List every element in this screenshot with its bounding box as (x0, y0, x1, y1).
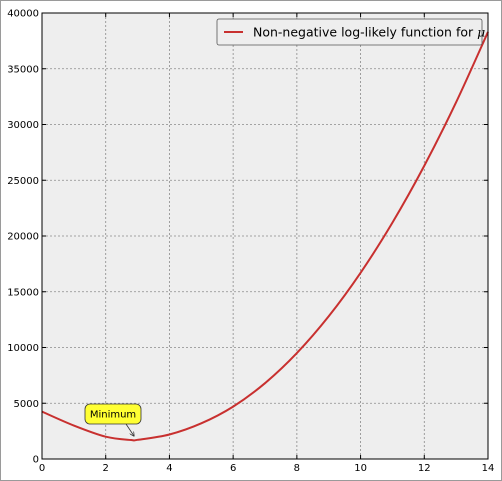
series-line (41, 31, 489, 442)
annotation-arrow (125, 423, 134, 436)
x-tick-label: 0 (39, 463, 45, 474)
annotation: Minimum (84, 403, 142, 436)
x-axis-tick-labels: 0 2 4 6 8 10 12 14 (39, 463, 495, 474)
legend-label-symbol: μ (477, 25, 485, 40)
y-tick-label: 15000 (7, 287, 39, 298)
y-tick-label: 5000 (14, 399, 39, 410)
x-tick-label: 14 (482, 463, 495, 474)
annotation-box (84, 403, 142, 425)
x-tick-label: 10 (354, 463, 367, 474)
legend: Non-negative log-likely function for μ (216, 18, 485, 46)
y-tick-label: 0 (33, 455, 39, 466)
y-tick-label: 30000 (7, 120, 39, 131)
plot-area (42, 13, 488, 459)
y-tick-label: 40000 (7, 9, 39, 20)
x-tick-label: 12 (418, 463, 431, 474)
legend-label: Non-negative log-likely function for μ (253, 25, 485, 40)
x-tick-label: 6 (230, 463, 236, 474)
y-tick-label: 25000 (7, 176, 39, 187)
tick-marks (41, 12, 489, 460)
y-axis-tick-labels: 0 5000 10000 15000 20000 25000 30000 35000 40000 (7, 9, 39, 466)
legend-label-text: Non-negative log-likely function for (253, 25, 474, 40)
series-group (41, 31, 489, 442)
x-tick-label: 8 (294, 463, 300, 474)
legend-box (216, 18, 483, 46)
annotation-label: Minimum (90, 410, 136, 421)
y-tick-label: 20000 (7, 232, 39, 243)
x-tick-label: 4 (166, 463, 172, 474)
y-tick-label: 10000 (7, 343, 39, 354)
y-tick-label: 35000 (7, 64, 39, 75)
x-tick-label: 2 (103, 463, 109, 474)
